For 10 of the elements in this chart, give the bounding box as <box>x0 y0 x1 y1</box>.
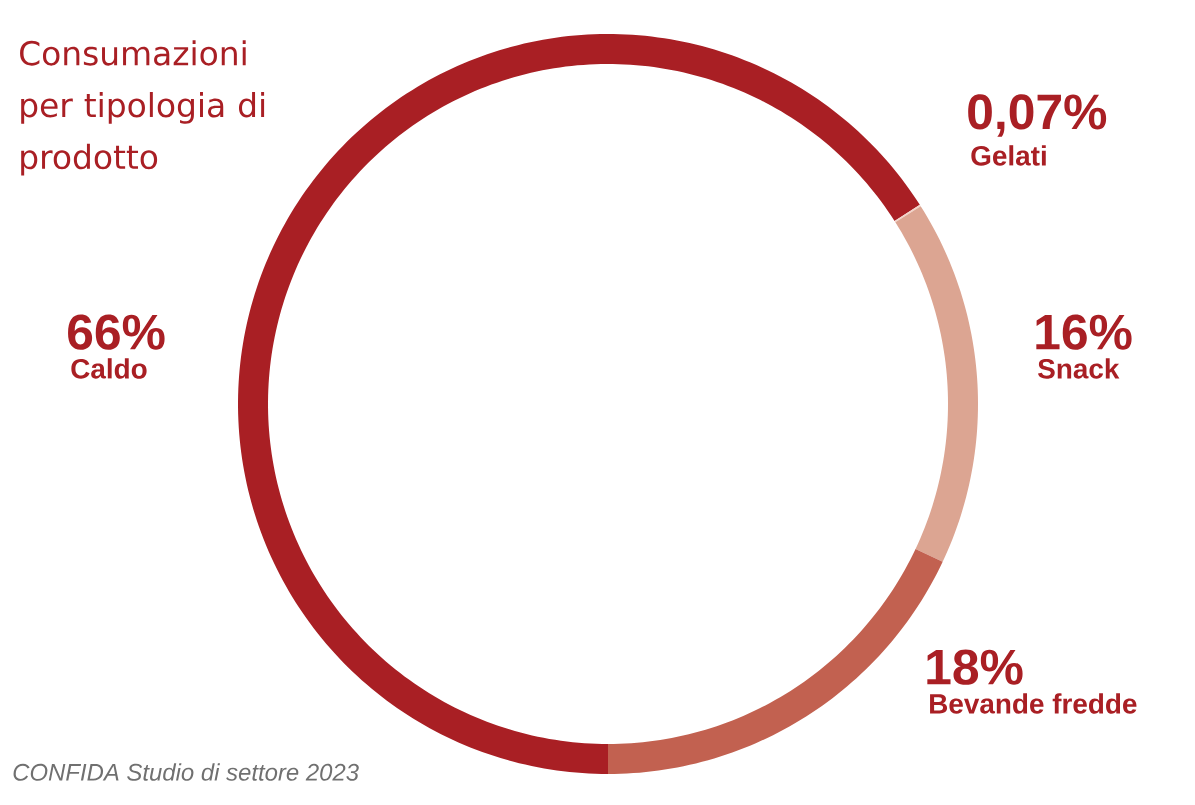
slice-label: Bevande fredde <box>930 693 1137 714</box>
data-label: 18% <box>927 649 1023 685</box>
data-label: 16% <box>1036 314 1132 350</box>
data-label: 0,07% <box>968 94 1107 137</box>
text: CONFIDA Studio di settore 2023 <box>13 763 359 781</box>
slice-label: Caldo <box>71 358 147 379</box>
slice-label: Snack <box>1038 358 1120 379</box>
data-label: 66% <box>68 314 165 350</box>
slice-label: Gelati <box>971 145 1046 166</box>
text: Consumazioni per tipologia di prodotto <box>20 40 265 176</box>
